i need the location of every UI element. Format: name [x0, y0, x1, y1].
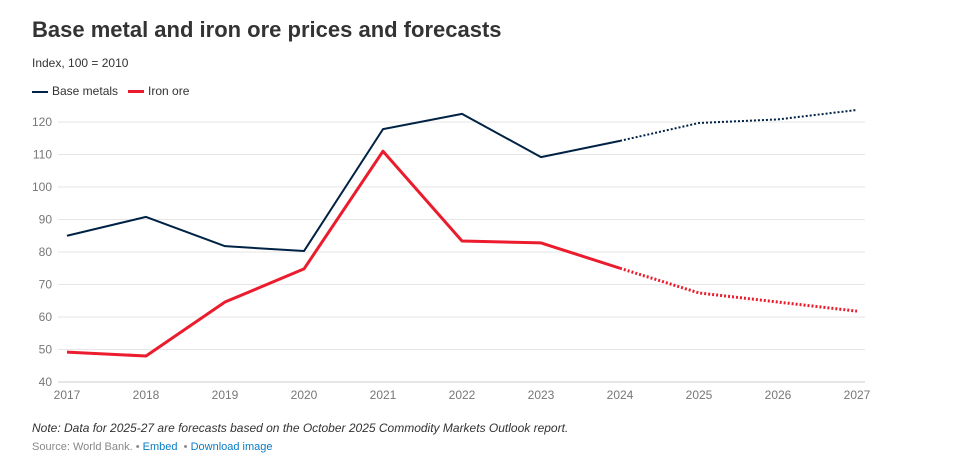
legend-label: Base metals	[52, 84, 119, 98]
download-image-link[interactable]: Download image	[190, 441, 273, 453]
x-tick-label: 2027	[844, 388, 871, 402]
legend-item-iron-ore[interactable]: Iron ore	[128, 84, 189, 98]
legend-label: Iron ore	[148, 84, 190, 98]
y-tick-label: 50	[39, 343, 53, 357]
source-line: Source: World Bank. • Embed • Download i…	[32, 441, 273, 453]
series-line-base-metals	[66, 112, 621, 253]
x-tick-label: 2025	[686, 388, 713, 402]
legend: Base metals Iron ore	[32, 84, 189, 98]
y-tick-label: 120	[32, 115, 52, 129]
forecast-line-base-metals	[619, 108, 858, 142]
y-tick-label: 90	[39, 213, 53, 227]
embed-link[interactable]: Embed	[142, 441, 178, 453]
y-tick-label: 70	[39, 278, 53, 292]
legend-swatch	[128, 90, 145, 94]
y-tick-label: 40	[39, 375, 53, 389]
x-tick-label: 2017	[54, 388, 81, 402]
y-tick-label: 100	[32, 180, 52, 194]
forecast-line-iron-ore	[619, 266, 858, 313]
x-tick-label: 2020	[291, 388, 318, 402]
separator: •	[183, 441, 188, 453]
x-tick-label: 2023	[528, 388, 555, 402]
legend-item-base-metals[interactable]: Base metals	[32, 84, 118, 98]
x-tick-label: 2024	[607, 388, 634, 402]
source-text: Source: World Bank.	[32, 441, 133, 453]
x-tick-label: 2026	[765, 388, 792, 402]
chart-note: Note: Data for 2025-27 are forecasts bas…	[32, 421, 569, 435]
y-tick-label: 110	[33, 148, 52, 162]
legend-swatch	[32, 90, 48, 93]
x-tick-label: 2018	[133, 388, 160, 402]
series-line-iron-ore	[66, 149, 621, 358]
separator: •	[135, 441, 140, 453]
y-tick-label: 80	[39, 245, 53, 259]
chart-subtitle: Index, 100 = 2010	[32, 56, 129, 70]
x-tick-label: 2022	[449, 388, 476, 402]
x-tick-label: 2019	[212, 388, 239, 402]
x-tick-label: 2021	[370, 388, 397, 402]
chart-title: Base metal and iron ore prices and forec…	[32, 17, 502, 42]
y-tick-label: 60	[39, 310, 53, 324]
